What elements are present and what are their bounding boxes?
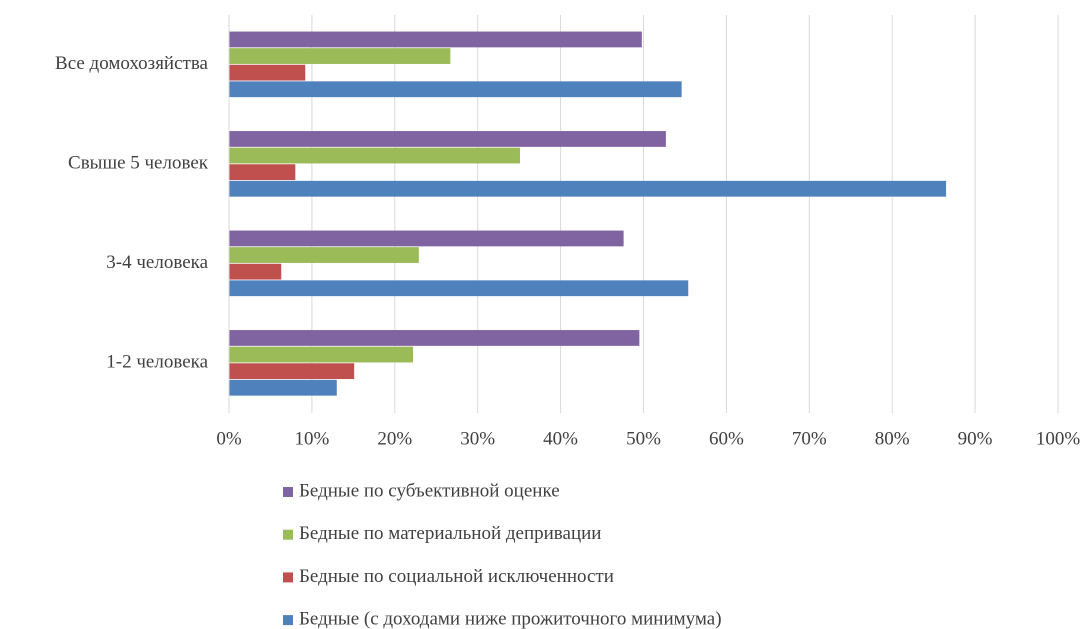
bar xyxy=(229,280,689,297)
category-label: 3-4 человека xyxy=(106,252,208,273)
x-tick-label: 20% xyxy=(377,428,412,449)
bar xyxy=(229,64,306,81)
bar xyxy=(229,330,640,346)
category-label: Все домохозяйства xyxy=(55,53,209,74)
bar xyxy=(229,131,666,147)
bar xyxy=(229,379,337,396)
bar xyxy=(229,263,282,280)
legend-label: Бедные по материальной депривации xyxy=(299,523,601,544)
bar xyxy=(229,81,682,98)
legend-label: Бедные по субъективной оценке xyxy=(299,480,560,501)
bar xyxy=(229,180,947,197)
bar xyxy=(229,363,355,380)
legend-swatch xyxy=(283,615,293,626)
category-label: 1-2 человека xyxy=(106,352,208,373)
legend-swatch xyxy=(283,572,293,583)
x-tick-label: 60% xyxy=(709,428,744,449)
bar xyxy=(229,346,414,363)
x-tick-label: 90% xyxy=(958,428,993,449)
bar xyxy=(229,147,520,164)
legend-label: Бедные по социальной исключенности xyxy=(299,566,614,587)
x-tick-label: 100% xyxy=(1036,428,1081,449)
bar xyxy=(229,247,419,263)
category-label: Свыше 5 человек xyxy=(68,153,209,174)
x-tick-label: 40% xyxy=(543,428,578,449)
x-tick-label: 50% xyxy=(626,428,661,449)
legend-swatch xyxy=(283,529,293,540)
bar xyxy=(229,164,296,181)
x-tick-label: 80% xyxy=(875,428,910,449)
x-tick-label: 70% xyxy=(792,428,827,449)
x-tick-label: 0% xyxy=(216,428,242,449)
bar xyxy=(229,31,642,48)
x-tick-label: 10% xyxy=(294,428,329,449)
bar xyxy=(229,230,624,247)
legend-label: Бедные (с доходами ниже прожиточного мин… xyxy=(299,608,722,629)
legend-swatch xyxy=(283,487,293,497)
x-tick-label: 30% xyxy=(460,428,495,449)
bar xyxy=(229,48,451,64)
